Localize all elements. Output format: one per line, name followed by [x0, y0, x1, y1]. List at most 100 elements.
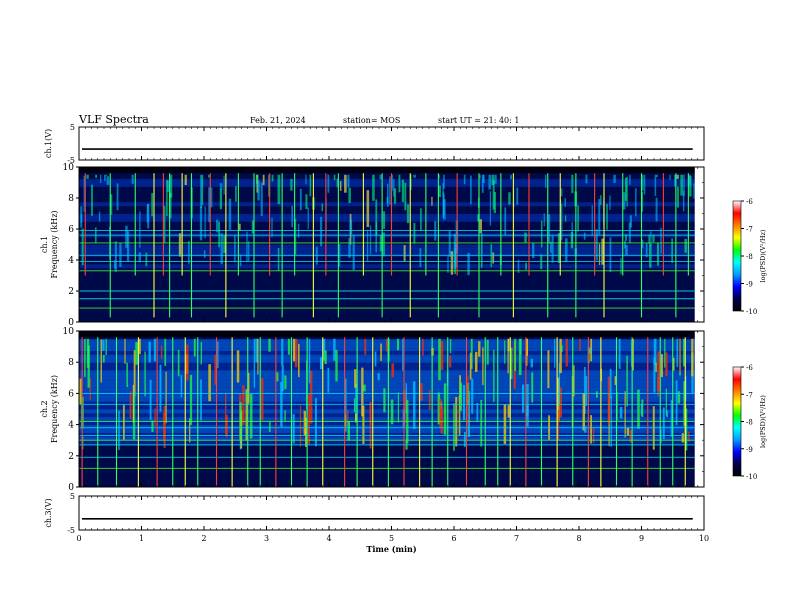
spectrogram-texture: [168, 192, 172, 219]
spectrogram-texture: [683, 174, 685, 197]
spectrogram-band: [79, 263, 695, 269]
spectrogram-texture: [149, 379, 152, 420]
spectrogram-texture: [438, 338, 441, 381]
y-tick-label: 6: [68, 225, 74, 235]
ch1-waveform-panel: 5 -5 ch.1(V): [44, 123, 705, 165]
spectrogram-band: [79, 271, 695, 276]
spectrogram-texture: [467, 375, 469, 425]
spectrogram-texture: [305, 194, 308, 210]
spectrogram-texture: [676, 338, 679, 367]
spectrogram-band: [79, 459, 695, 465]
spectrogram-texture: [147, 203, 150, 229]
spectrogram-texture: [299, 405, 302, 447]
spectrogram-texture: [223, 175, 225, 195]
spectrogram-texture: [548, 214, 551, 244]
spectrogram-texture: [618, 338, 621, 369]
spectrogram-texture: [165, 371, 167, 424]
spectrogram-band: [79, 451, 695, 457]
spectrogram-texture: [303, 410, 307, 436]
spectrogram-texture: [223, 235, 226, 253]
spectrogram-texture: [676, 186, 679, 208]
spectrogram-band: [79, 252, 695, 257]
spectrogram-texture: [508, 192, 511, 205]
spectrogram-band: [79, 366, 695, 371]
spectrogram-band: [79, 248, 695, 253]
spectrogram-texture: [129, 391, 132, 419]
spectrogram-texture: [145, 252, 148, 267]
spectrogram-texture: [403, 245, 406, 262]
spectrogram-texture: [494, 174, 497, 184]
spectrogram-texture: [422, 338, 424, 356]
spectrogram-band: [79, 475, 695, 480]
spectrogram-texture: [320, 216, 323, 247]
x-tick-label: 8: [576, 534, 581, 543]
spectrogram-texture: [620, 258, 622, 275]
spectrogram-texture: [679, 338, 681, 373]
x-axis-label: Time (min): [366, 544, 416, 554]
spectrogram-texture: [524, 232, 527, 243]
spectrogram-texture: [557, 233, 561, 264]
spectrogram-texture: [482, 347, 484, 386]
spectrogram-texture: [443, 174, 445, 189]
spectrogram-texture: [363, 384, 366, 392]
spectrogram-texture: [135, 342, 138, 365]
spectrogram-texture: [251, 220, 254, 234]
spectrogram-texture: [510, 174, 512, 180]
spectrogram-band: [79, 310, 695, 315]
spectrogram-band: [79, 244, 695, 249]
spectrogram-texture: [208, 174, 211, 178]
spectrogram-band: [79, 385, 695, 390]
y-tick-label: 4: [68, 256, 74, 266]
spectrogram-texture: [660, 429, 662, 444]
spectrogram-texture: [139, 211, 141, 248]
spectrogram-texture: [170, 174, 173, 198]
spectrogram-texture: [544, 174, 547, 188]
spectrogram-texture: [153, 338, 157, 362]
spectrogram-texture: [439, 398, 442, 428]
spectrogram-texture: [525, 338, 528, 366]
x-tick-label: 3: [264, 534, 269, 543]
spectrogram-texture: [122, 404, 125, 440]
spectrogram-texture: [118, 410, 120, 450]
spectrogram-texture: [677, 391, 681, 404]
spectrogram-texture: [404, 182, 407, 211]
y-tick-label: 2: [68, 287, 74, 297]
spectrogram-texture: [526, 405, 529, 417]
spectrogram-texture: [413, 381, 416, 430]
spectrogram-texture: [547, 350, 550, 389]
spectrogram-texture: [624, 391, 626, 438]
spectrogram-texture: [287, 338, 291, 355]
spectrogram-texture: [598, 243, 601, 265]
spectrogram-texture: [486, 339, 489, 365]
colorbar: [732, 200, 742, 312]
colorbar-tick-label: -8: [746, 419, 753, 427]
spectrogram-texture: [440, 406, 444, 434]
station-label: station= MOS: [343, 116, 400, 125]
spectrogram-band: [79, 428, 695, 433]
spectrogram-texture: [344, 174, 347, 193]
spectrogram-texture: [480, 233, 483, 268]
spectrogram-texture: [683, 338, 686, 367]
spectrogram-texture: [626, 355, 628, 407]
spectrogram-texture: [635, 188, 637, 217]
spectrogram-texture: [116, 183, 119, 211]
spectrogram-texture: [246, 231, 248, 262]
x-tick-label: 10: [699, 534, 709, 543]
spectrogram-texture: [113, 260, 116, 269]
spectrogram-texture: [361, 367, 364, 417]
spectrogram-texture: [613, 174, 616, 183]
spectrogram-texture: [625, 234, 627, 241]
spectrogram-texture: [385, 338, 388, 352]
spectrogram-texture: [688, 174, 691, 186]
spectrogram-texture: [680, 174, 683, 196]
spectrogram-texture: [382, 211, 386, 229]
spectrogram-texture: [257, 180, 260, 201]
spectrogram-texture: [294, 218, 297, 255]
spectrogram-band: [79, 275, 695, 280]
spectrogram-texture: [228, 198, 232, 230]
spectrogram-texture: [354, 369, 357, 388]
y-tick-label: -5: [67, 156, 75, 165]
spectrogram-texture: [309, 174, 312, 197]
spectrogram-texture: [200, 342, 203, 365]
